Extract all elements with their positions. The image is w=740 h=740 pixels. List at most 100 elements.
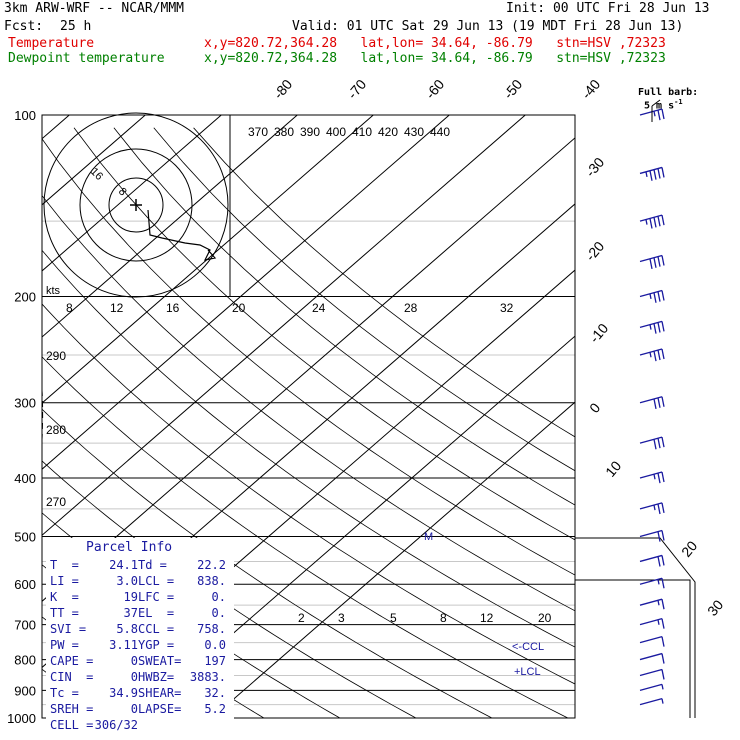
pressure-tick-label: 200 xyxy=(14,290,36,305)
theta-label: 400 xyxy=(326,125,346,139)
hodo-speed-label: 16 xyxy=(166,301,180,315)
parcel-key: YGP = xyxy=(138,638,175,652)
wind-barb xyxy=(639,697,664,706)
pressure-tick-label: 600 xyxy=(14,577,36,592)
pressure-tick-label: 400 xyxy=(14,471,36,486)
parcel-value: 22.2 xyxy=(197,558,226,572)
isotherm-label: 10 xyxy=(602,458,624,480)
parcel-key: SHEAR= xyxy=(138,686,182,700)
wind-barb xyxy=(639,396,665,410)
pressure-tick-label: 300 xyxy=(14,396,36,411)
parcel-value: 37 xyxy=(123,606,138,620)
parcel-row: CAPE = 0SWEAT= 197 xyxy=(50,654,226,668)
parcel-key: PW = xyxy=(50,638,79,652)
hodograph: 8 16 xyxy=(43,112,231,298)
hodo-trace xyxy=(147,209,217,261)
theta-label: 390 xyxy=(300,125,320,139)
parcel-value: 32. xyxy=(204,686,226,700)
wind-barb xyxy=(639,617,665,629)
mixing-ratio-label: 3 xyxy=(338,611,345,625)
dry-adiabat xyxy=(113,127,575,506)
dry-adiabat xyxy=(42,194,575,612)
parcel-value: 0 xyxy=(130,670,138,684)
parcel-key: TT = xyxy=(50,606,79,620)
dry-adiabat xyxy=(193,127,575,438)
barb-legend-flag xyxy=(651,99,661,107)
isotherm-label: -20 xyxy=(582,238,607,264)
parcel-key: LCL = xyxy=(138,574,175,588)
parcel-key: T = xyxy=(50,558,79,572)
dry-adiabat xyxy=(42,303,575,685)
parcel-row: K = 19LFC = 0. xyxy=(50,590,226,604)
wind-barb xyxy=(639,254,665,269)
hodo-speed-label: 32 xyxy=(500,301,514,315)
wind-barb xyxy=(639,320,665,334)
wind-barb xyxy=(639,502,665,515)
parcel-value: 0. xyxy=(211,590,226,604)
theta-label: 280 xyxy=(46,423,66,437)
mixing-ratio-label: 8 xyxy=(440,611,447,625)
theta-label: 380 xyxy=(274,125,294,139)
parcel-value: 24.1 xyxy=(109,558,138,572)
parcel-row: CIN = 0HWBZ= 3883. xyxy=(50,670,226,684)
dry-adiabat xyxy=(42,249,575,648)
isotherm-line xyxy=(211,401,575,718)
isotherm-label: -50 xyxy=(500,76,525,102)
parcel-key: Tc = xyxy=(50,686,79,700)
wind-barbs xyxy=(639,99,665,706)
wind-barb xyxy=(639,214,665,229)
isotherm-line xyxy=(135,335,575,718)
parcel-value: 3883. xyxy=(189,670,226,684)
mixing-ratio-label: 20 xyxy=(538,611,552,625)
parcel-value: 0. xyxy=(211,606,226,620)
wind-barb xyxy=(639,652,665,664)
pressure-tick-label: 900 xyxy=(14,683,36,698)
m-marker: M xyxy=(424,531,433,543)
isotherm-label: 0 xyxy=(586,400,603,416)
theta-label: 370 xyxy=(248,125,268,139)
mixing-ratio-label: 5 xyxy=(390,611,397,625)
hodo-ring-label: 8 xyxy=(116,186,129,199)
hodo-speed-label: 12 xyxy=(110,301,124,315)
valid-time: Valid: 01 UTC Sat 29 Jun 13 (19 MDT Fri … xyxy=(292,19,684,34)
parcel-key: LFC = xyxy=(138,590,175,604)
temperature-location: x,y=820.72,364.28 lat,lon= 34.64, -86.79… xyxy=(204,36,666,51)
ccl-marker: <-CCL xyxy=(512,641,544,653)
theta-label: 270 xyxy=(46,495,66,509)
dewpoint-location: x,y=820.72,364.28 lat,lon= 34.64, -86.79… xyxy=(204,51,666,66)
dry-adiabat xyxy=(42,408,493,718)
parcel-info-title: Parcel Info xyxy=(86,540,173,555)
parcel-value: 838. xyxy=(197,574,226,588)
parcel-key: CAPE = xyxy=(50,654,94,668)
wind-barb xyxy=(639,636,665,647)
dry-adiabat xyxy=(42,356,569,718)
parcel-value: 0 xyxy=(130,654,138,668)
pressure-tick-label: 1000 xyxy=(7,711,36,726)
isotherm-label: -30 xyxy=(582,154,607,180)
parcel-value: 19 xyxy=(123,590,138,604)
isotherm-line xyxy=(42,137,575,603)
parcel-value: 0.0 xyxy=(204,638,226,652)
isotherm-label: -60 xyxy=(422,76,447,102)
parcel-key: CCL = xyxy=(138,622,175,636)
hodo-ring-outer2 xyxy=(43,112,229,298)
lcl-marker: +LCL xyxy=(514,666,541,678)
pressure-tick-label: 800 xyxy=(14,653,36,668)
wind-barb xyxy=(639,348,665,362)
parcel-value: 5.8 xyxy=(116,622,138,636)
wind-barb xyxy=(639,668,665,680)
theta-label: 420 xyxy=(378,125,398,139)
wedge-frame-inner xyxy=(575,579,691,718)
wedge-frame xyxy=(575,537,696,718)
isotherm-label: -70 xyxy=(344,76,369,102)
pressure-tick-label: 500 xyxy=(14,529,36,544)
hodo-ring-inner xyxy=(108,177,164,233)
fcst-value: 25 h xyxy=(60,19,92,34)
parcel-row: TT = 37EL = 0. xyxy=(50,606,226,620)
fcst-label: Fcst: xyxy=(4,19,44,34)
hodo-speed-label: 20 xyxy=(232,301,246,315)
parcel-key: SVI = xyxy=(50,622,87,636)
parcel-row: LI = 3.0LCL = 838. xyxy=(50,574,226,588)
parcel-value: 5.2 xyxy=(204,702,226,716)
parcel-key: K = xyxy=(50,590,79,604)
